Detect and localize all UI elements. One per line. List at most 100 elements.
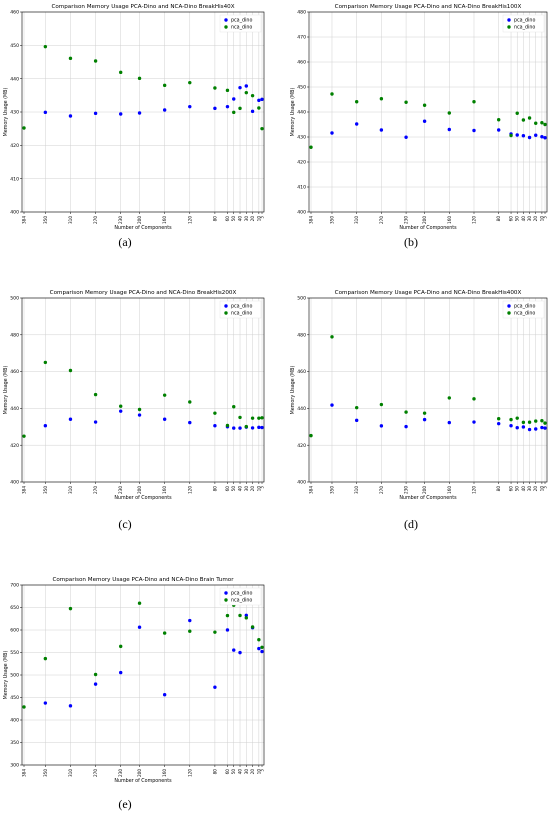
data-point-pca_dino bbox=[232, 648, 236, 652]
data-point-nca_dino bbox=[137, 76, 142, 81]
chart-title: Comparison Memory Usage PCA-Dino and NCA… bbox=[50, 290, 237, 296]
data-point-pca_dino bbox=[422, 417, 427, 422]
panel-label: (c) bbox=[118, 517, 131, 531]
y-tick-label: 650 bbox=[10, 605, 19, 611]
y-tick-label: 410 bbox=[10, 176, 19, 182]
data-point-nca_dino bbox=[404, 100, 408, 104]
data-point-nca_dino bbox=[309, 145, 313, 149]
legend-marker bbox=[507, 304, 511, 308]
data-point-pca_dino bbox=[543, 426, 547, 430]
y-tick-label: 550 bbox=[10, 650, 19, 656]
panel-label: (d) bbox=[404, 517, 418, 531]
y-tick-label: 500 bbox=[297, 296, 306, 302]
data-point-pca_dino bbox=[379, 424, 384, 428]
data-point-nca_dino bbox=[93, 392, 98, 397]
y-tick-label: 400 bbox=[297, 210, 306, 216]
data-point-nca_dino bbox=[515, 111, 519, 115]
data-point-pca_dino bbox=[43, 701, 48, 705]
legend-label: pca_dino bbox=[231, 18, 252, 24]
data-point-nca_dino bbox=[354, 100, 359, 104]
plot-area bbox=[22, 298, 264, 482]
data-point-nca_dino bbox=[379, 402, 384, 407]
data-point-pca_dino bbox=[540, 425, 544, 430]
data-point-nca_dino bbox=[354, 405, 359, 410]
y-tick-label: 400 bbox=[10, 210, 19, 216]
y-tick-label: 440 bbox=[10, 406, 19, 412]
data-point-pca_dino bbox=[238, 650, 242, 655]
y-tick-label: 500 bbox=[10, 673, 19, 679]
data-point-nca_dino bbox=[540, 419, 544, 423]
y-tick-label: 480 bbox=[10, 332, 19, 338]
data-point-pca_dino bbox=[232, 97, 236, 101]
y-tick-label: 460 bbox=[10, 10, 19, 16]
data-point-nca_dino bbox=[244, 90, 249, 95]
data-point-nca_dino bbox=[162, 631, 167, 635]
x-tick-label: 230 bbox=[404, 216, 409, 224]
data-point-nca_dino bbox=[188, 629, 192, 633]
x-tick-label: 200 bbox=[422, 486, 427, 494]
data-point-nca_dino bbox=[330, 92, 334, 96]
data-point-pca_dino bbox=[330, 131, 334, 135]
legend-marker bbox=[507, 311, 511, 315]
x-tick-label: 230 bbox=[118, 769, 123, 777]
x-tick-label: 384 bbox=[309, 486, 314, 494]
plot-frame bbox=[21, 584, 265, 766]
data-point-nca_dino bbox=[43, 360, 48, 365]
y-tick-label: 440 bbox=[10, 76, 19, 82]
data-point-nca_dino bbox=[250, 625, 255, 629]
legend-label: nca_dino bbox=[514, 311, 535, 317]
data-point-nca_dino bbox=[260, 416, 264, 420]
data-point-pca_dino bbox=[213, 423, 217, 428]
data-point-pca_dino bbox=[257, 646, 261, 651]
x-tick-label: 270 bbox=[93, 216, 98, 224]
data-point-nca_dino bbox=[260, 126, 264, 131]
y-axis-label: Memory Usage (MB) bbox=[3, 651, 9, 700]
data-point-nca_dino bbox=[137, 407, 142, 412]
x-tick-label: 120 bbox=[187, 769, 192, 777]
data-point-nca_dino bbox=[162, 393, 167, 397]
data-point-pca_dino bbox=[447, 420, 452, 425]
x-tick-label: 50 bbox=[515, 216, 520, 222]
x-tick-label: 60 bbox=[509, 216, 514, 222]
data-point-nca_dino bbox=[543, 122, 547, 127]
data-point-nca_dino bbox=[43, 656, 48, 661]
data-point-nca_dino bbox=[68, 56, 73, 61]
legend-box bbox=[219, 300, 262, 319]
data-point-nca_dino bbox=[225, 613, 230, 618]
y-tick-label: 460 bbox=[10, 369, 19, 375]
x-tick-label: 384 bbox=[309, 216, 314, 224]
data-point-pca_dino bbox=[534, 133, 538, 137]
y-tick-label: 450 bbox=[10, 43, 19, 49]
data-point-pca_dino bbox=[93, 682, 98, 686]
x-tick-label: 50 bbox=[231, 216, 236, 222]
x-axis-label: Number of Components bbox=[399, 495, 457, 501]
legend-label: nca_dino bbox=[514, 25, 535, 31]
data-point-pca_dino bbox=[260, 425, 264, 430]
data-point-nca_dino bbox=[422, 103, 427, 107]
x-tick-label: 120 bbox=[471, 216, 476, 224]
y-tick-label: 450 bbox=[297, 85, 306, 91]
legend-label: pca_dino bbox=[231, 591, 252, 597]
data-point-pca_dino bbox=[93, 420, 98, 424]
legend-marker bbox=[224, 591, 228, 595]
x-tick-label: 30 bbox=[527, 486, 532, 492]
x-tick-label: 384 bbox=[22, 216, 27, 224]
y-axis-label: Memory Usage (MB) bbox=[3, 366, 9, 415]
data-point-nca_dino bbox=[137, 601, 142, 605]
y-tick-label: 460 bbox=[297, 369, 306, 375]
x-tick-label: 5 bbox=[543, 486, 548, 489]
x-tick-label: 60 bbox=[225, 769, 230, 775]
data-point-nca_dino bbox=[119, 70, 123, 75]
data-point-pca_dino bbox=[244, 84, 249, 88]
data-point-pca_dino bbox=[68, 704, 73, 708]
data-point-pca_dino bbox=[330, 403, 334, 407]
data-point-pca_dino bbox=[137, 413, 142, 417]
x-tick-label: 230 bbox=[118, 486, 123, 494]
chart-title: Comparison Memory Usage PCA-Dino and NCA… bbox=[335, 4, 522, 10]
y-axis-label: Memory Usage (MB) bbox=[290, 88, 296, 137]
x-tick-label: 200 bbox=[422, 216, 427, 224]
data-point-pca_dino bbox=[404, 135, 408, 139]
x-tick-label: 270 bbox=[93, 769, 98, 777]
data-point-pca_dino bbox=[515, 133, 519, 137]
